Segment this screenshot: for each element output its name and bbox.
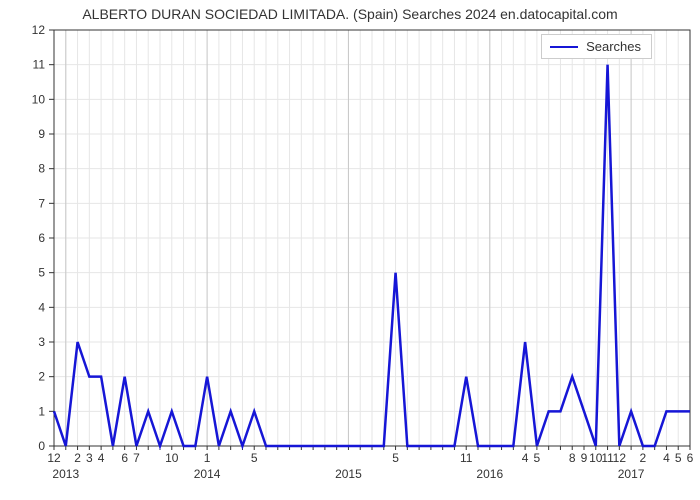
x-month-label: 12 — [47, 451, 61, 465]
x-year-label: 2014 — [194, 467, 221, 481]
legend-swatch — [550, 46, 578, 48]
y-tick-label: 7 — [38, 196, 45, 210]
x-month-label: 7 — [133, 451, 140, 465]
legend: Searches — [541, 34, 652, 59]
y-tick-label: 3 — [38, 335, 45, 349]
x-year-label: 2013 — [52, 467, 79, 481]
y-tick-label: 2 — [38, 370, 45, 384]
y-tick-label: 5 — [38, 266, 45, 280]
x-month-label: 10 — [165, 451, 179, 465]
x-month-label: 5 — [534, 451, 541, 465]
x-month-label: 5 — [251, 451, 258, 465]
x-month-label: 4 — [522, 451, 529, 465]
y-tick-label: 9 — [38, 127, 45, 141]
legend-label: Searches — [586, 39, 641, 54]
x-month-label: 11 — [460, 451, 473, 465]
y-tick-label: 0 — [38, 439, 45, 453]
y-tick-label: 4 — [38, 300, 45, 314]
x-month-label: 4 — [663, 451, 670, 465]
x-month-label: 3 — [86, 451, 93, 465]
x-month-label: 4 — [98, 451, 105, 465]
y-tick-label: 1 — [38, 404, 45, 418]
x-month-label: 9 — [581, 451, 588, 465]
x-year-label: 2016 — [476, 467, 503, 481]
x-year-label: 2017 — [618, 467, 645, 481]
x-month-label: 2 — [640, 451, 647, 465]
chart-title: ALBERTO DURAN SOCIEDAD LIMITADA. (Spain)… — [0, 6, 700, 22]
x-month-label: 12 — [613, 451, 627, 465]
y-tick-label: 12 — [32, 23, 46, 37]
chart-svg: 0123456789101112122346710155114589101112… — [0, 0, 700, 500]
x-year-label: 2015 — [335, 467, 362, 481]
x-month-label: 6 — [121, 451, 128, 465]
y-tick-label: 8 — [38, 162, 45, 176]
y-tick-label: 11 — [33, 58, 46, 72]
x-month-label: 5 — [675, 451, 682, 465]
x-month-label: 8 — [569, 451, 576, 465]
y-tick-label: 10 — [32, 92, 46, 106]
x-month-label: 6 — [687, 451, 694, 465]
x-month-label: 1 — [204, 451, 211, 465]
x-month-label: 2 — [74, 451, 81, 465]
chart-container: { "chart": { "type": "line", "title": "A… — [0, 0, 700, 500]
x-month-label: 5 — [392, 451, 399, 465]
y-tick-label: 6 — [38, 231, 45, 245]
